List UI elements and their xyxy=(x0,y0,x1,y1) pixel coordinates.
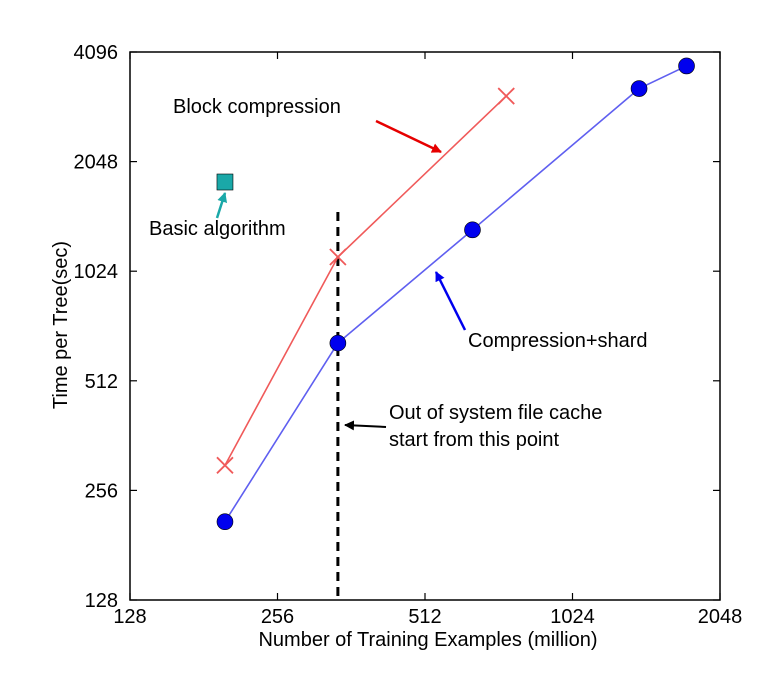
y-tick-label-5: 4096 xyxy=(74,42,119,64)
file-cache-arrow xyxy=(344,420,387,431)
y-tick-label-3: 1024 xyxy=(74,261,119,283)
x-tick-label-2: 512 xyxy=(408,606,441,628)
file-cache-label-line1: Out of system file cache xyxy=(389,402,602,424)
annotation-file-cache: Out of system file cache start from this… xyxy=(344,402,602,451)
basic-algorithm-arrow xyxy=(215,192,228,219)
x-tick-label-1: 256 xyxy=(261,606,294,628)
series-1-point-0 xyxy=(216,513,234,531)
y-axis-label: Time per Tree(sec) xyxy=(50,241,72,409)
series-1-line xyxy=(224,65,687,523)
series-2-point-0 xyxy=(216,173,234,191)
series-1-point-3 xyxy=(630,80,648,97)
series-0-point-1 xyxy=(329,248,347,266)
compression-shard-arrow xyxy=(434,271,467,331)
y-tick-label-2: 512 xyxy=(85,371,118,393)
y-tick-label-4: 2048 xyxy=(74,152,119,174)
annotation-compression-shard: Compression+shard xyxy=(434,271,648,352)
x-tick-label-3: 1024 xyxy=(550,606,595,628)
y-tick-label-1: 256 xyxy=(85,480,118,502)
x-tick-label-4: 2048 xyxy=(698,606,743,628)
annotation-block-compression: Block compression xyxy=(173,96,442,154)
series-0-point-2 xyxy=(497,87,515,105)
series-1-point-4 xyxy=(678,57,695,75)
axes-layer: 128 256 512 1024 2048 128 256 512 1024 2048 4096 xyxy=(74,42,743,628)
x-axis-label: Number of Training Examples (million) xyxy=(258,629,597,651)
compression-shard-label: Compression+shard xyxy=(468,330,648,352)
series-0-point-0 xyxy=(216,456,234,474)
y-tick-label-0: 128 xyxy=(85,590,118,612)
series-layer xyxy=(216,57,695,600)
block-compression-arrow xyxy=(375,119,442,154)
annotation-basic-algorithm: Basic algorithm xyxy=(149,192,286,240)
series-1-point-2 xyxy=(464,221,481,239)
series-1-point-1 xyxy=(329,334,347,352)
x-tick-label-0: 128 xyxy=(113,606,146,628)
block-compression-label: Block compression xyxy=(173,96,341,118)
basic-algorithm-label: Basic algorithm xyxy=(149,218,286,240)
file-cache-label-line2: start from this point xyxy=(389,429,560,451)
